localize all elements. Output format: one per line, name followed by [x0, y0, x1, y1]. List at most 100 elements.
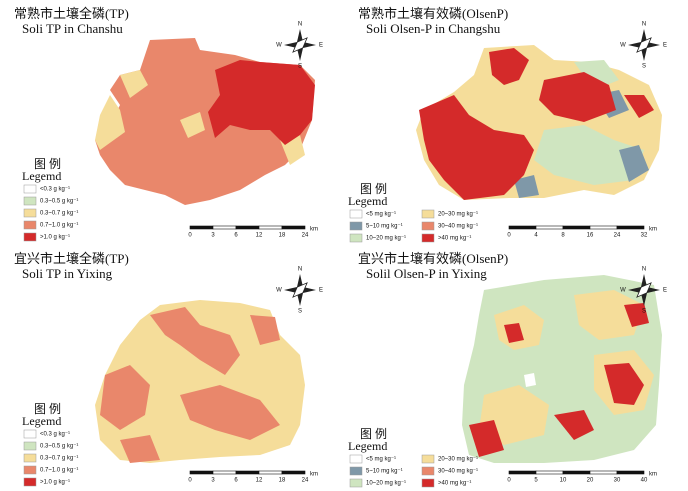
- scale-label: 3: [211, 478, 215, 484]
- title-cn: 常熟市土壤全磷(TP): [14, 6, 129, 21]
- legend-swatch: [23, 220, 37, 230]
- legend-title-cn: 图 例: [360, 427, 387, 441]
- compass-e: E: [663, 288, 667, 294]
- scale-label: 40: [641, 478, 648, 484]
- compass-n: N: [642, 267, 646, 273]
- legend-title-cn: 图 例: [34, 157, 61, 171]
- title-en: Solil Olsen-P in Yixing: [366, 266, 487, 281]
- compass-star: [292, 37, 308, 53]
- map-region: [489, 48, 529, 85]
- title-cn: 宜兴市土壤全磷(TP): [14, 251, 129, 266]
- legend-label: >1.0 g kg⁻¹: [40, 235, 70, 241]
- legend-label: 0.3~0.7 g kg⁻¹: [40, 456, 78, 462]
- map-region: [419, 95, 534, 200]
- scale-label: 30: [614, 478, 621, 484]
- title-cn: 宜兴市土壤有效磷(OlsenP): [358, 251, 508, 266]
- scale-segment: [235, 225, 260, 230]
- compass-s: S: [298, 309, 302, 315]
- legend-title-en: Legemd: [22, 169, 61, 183]
- compass-n: N: [298, 267, 302, 273]
- map-region: [619, 145, 649, 182]
- scale-unit: km: [310, 472, 318, 478]
- scale-label: 20: [587, 478, 594, 484]
- legend-label: 0.3~0.5 g kg⁻¹: [40, 444, 78, 450]
- map-region: [504, 323, 524, 343]
- scale-segment: [235, 470, 260, 475]
- legend-swatch: [349, 466, 363, 476]
- map-region: [95, 95, 125, 150]
- scale-label: 3: [211, 233, 215, 239]
- title-en: Soli TP in Yixing: [22, 266, 113, 281]
- map-region: [250, 315, 280, 345]
- legend-swatch: [23, 429, 37, 439]
- legend-title-en: Legemd: [348, 194, 387, 208]
- scale-segment: [212, 225, 237, 230]
- scale-label: 18: [279, 233, 286, 239]
- map: [95, 38, 315, 205]
- scale-segment: [508, 470, 537, 475]
- legend-label: 10~20 mg kg⁻¹: [366, 481, 406, 487]
- scale-segment: [535, 225, 564, 230]
- map: [462, 275, 662, 463]
- legend-swatch: [23, 477, 37, 487]
- compass: N S E W: [620, 22, 667, 70]
- map-region: [180, 385, 280, 440]
- legend-swatch: [421, 454, 435, 464]
- compass-n: N: [298, 22, 302, 28]
- compass-e: E: [663, 43, 667, 49]
- compass-s: S: [642, 309, 646, 315]
- scale-segment: [258, 470, 283, 475]
- compass-star: [636, 37, 652, 53]
- compass-w: W: [276, 288, 282, 294]
- scale-label: 12: [256, 233, 263, 239]
- map-region: [574, 290, 644, 340]
- legend-swatch: [23, 208, 37, 218]
- panel: 宜兴市土壤有效磷(OlsenP)Solil Olsen-P in Yixing N…: [348, 251, 667, 488]
- legend-label: 30~40 mg kg⁻¹: [438, 224, 478, 230]
- legend-label: <0.3 g kg⁻¹: [40, 187, 70, 193]
- title-cn: 常熟市土壤有效磷(OlsenP): [358, 6, 508, 21]
- legend-swatch: [23, 453, 37, 463]
- scale-label: 32: [641, 233, 648, 239]
- legend-label: 0.7~1.0 g kg⁻¹: [40, 223, 78, 229]
- map-region: [574, 60, 619, 90]
- map-region: [524, 373, 536, 387]
- map: [416, 45, 662, 200]
- map-region: [469, 420, 504, 457]
- legend-swatch: [349, 209, 363, 219]
- compass-w: W: [276, 43, 282, 49]
- title-en: Soli TP in Chanshu: [22, 21, 123, 36]
- scale-label: 16: [587, 233, 594, 239]
- legend-label: 0.7~1.0 g kg⁻¹: [40, 468, 78, 474]
- map-region: [180, 112, 205, 138]
- title-en: Soli Olsen-P in Changshu: [366, 21, 501, 36]
- legend-label: 20~30 mg kg⁻¹: [438, 212, 478, 218]
- legend-swatch: [421, 233, 435, 243]
- scale-label: 4: [534, 233, 538, 239]
- legend-title-en: Legemd: [348, 439, 387, 453]
- scale-label: 24: [614, 233, 621, 239]
- map-region: [514, 175, 539, 198]
- compass-w: W: [620, 288, 626, 294]
- legend-label: 10~20 mg kg⁻¹: [366, 236, 406, 242]
- compass-s: S: [298, 64, 302, 70]
- legend-swatch: [421, 221, 435, 231]
- legend-label: >1.0 g kg⁻¹: [40, 480, 70, 486]
- compass-w: W: [620, 43, 626, 49]
- map-region: [539, 72, 616, 122]
- compass-e: E: [319, 288, 323, 294]
- legend-swatch: [23, 196, 37, 206]
- scale-segment: [616, 470, 645, 475]
- legend-swatch: [421, 466, 435, 476]
- map-region: [534, 125, 644, 185]
- scale-label: 12: [256, 478, 263, 484]
- scale-segment: [281, 225, 306, 230]
- map-region: [120, 435, 160, 463]
- legend-title-cn: 图 例: [360, 182, 387, 196]
- legend-swatch: [23, 232, 37, 242]
- scale-segment: [189, 225, 214, 230]
